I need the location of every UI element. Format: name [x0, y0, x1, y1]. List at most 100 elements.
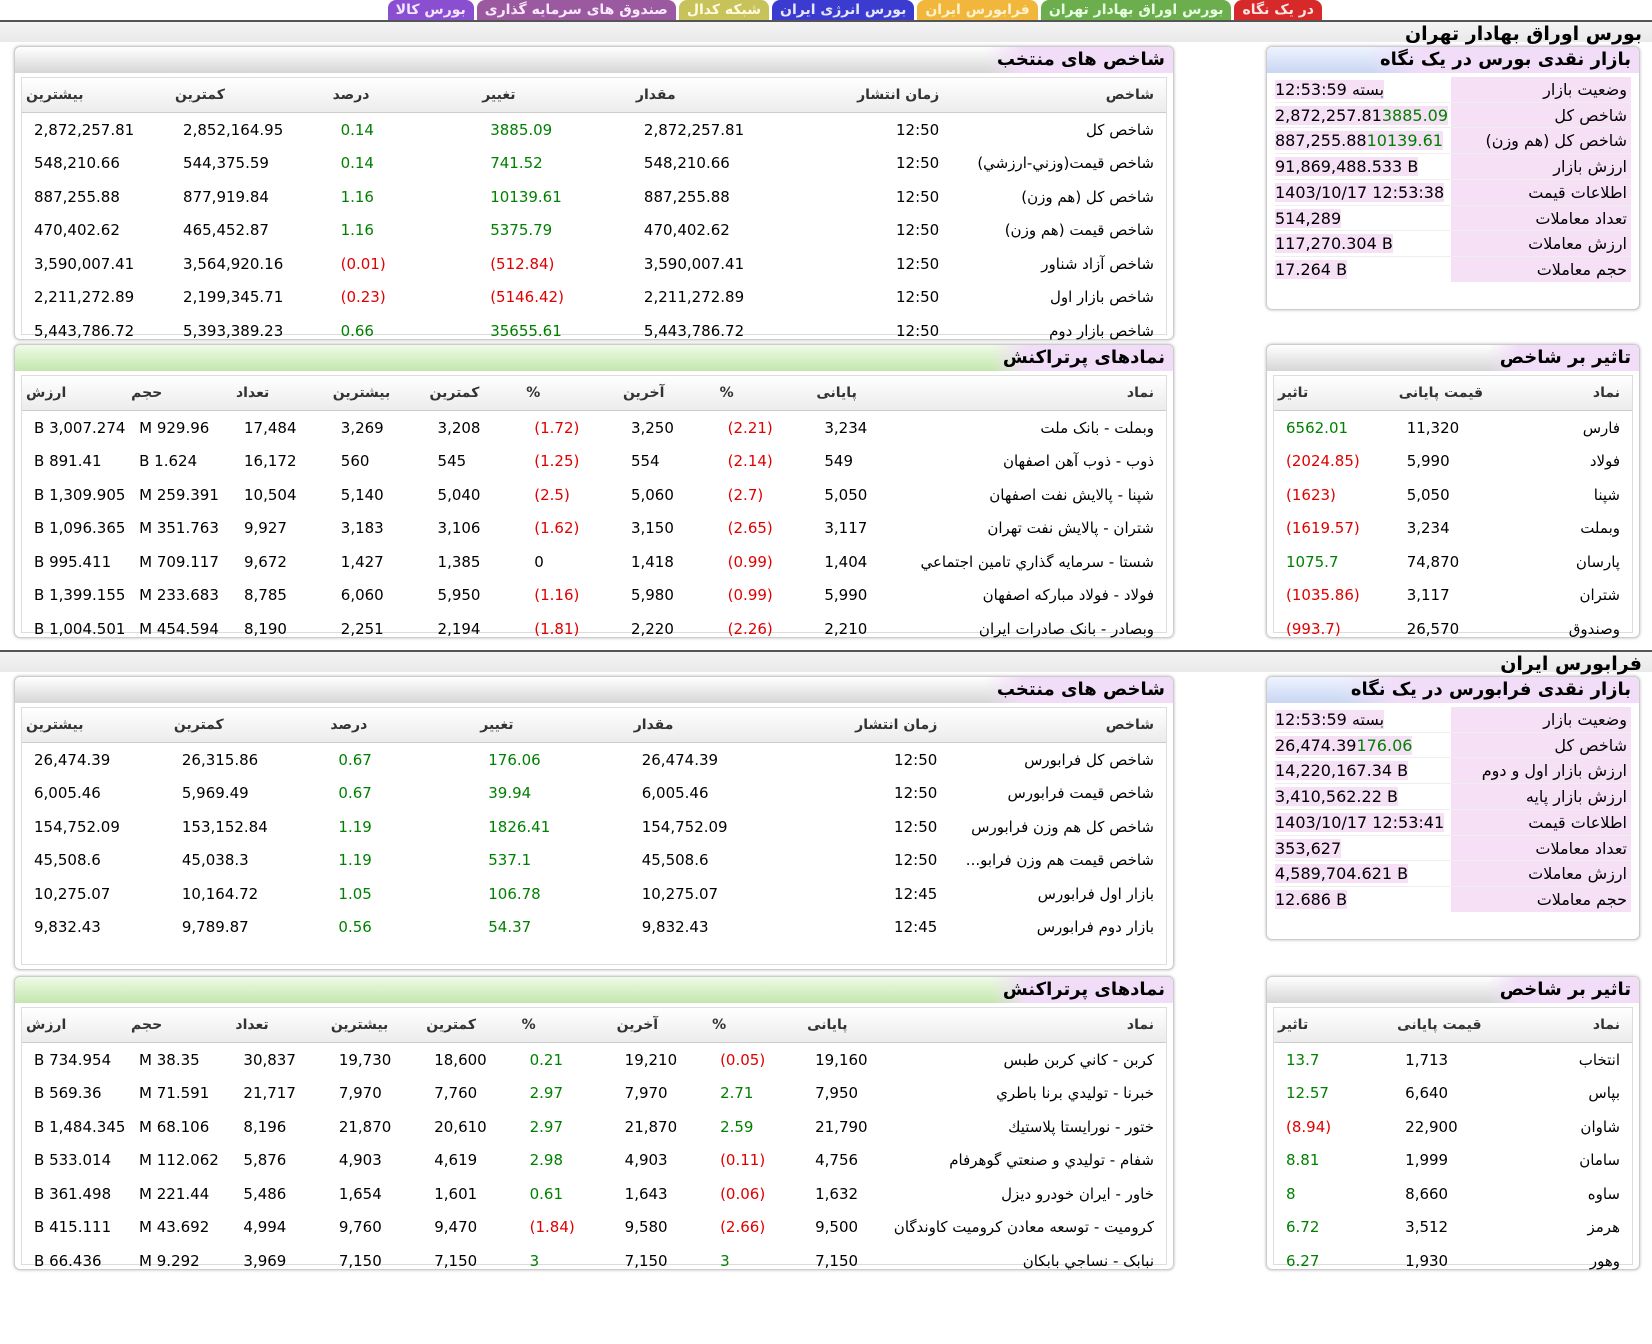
tse-impact-symbol[interactable]: فولاد	[1589, 452, 1620, 471]
tse-indices-col-1[interactable]: زمان انتشار	[789, 78, 952, 113]
tse-active-col-6[interactable]: بیشترین	[328, 376, 426, 411]
ifb-active-col-2[interactable]: %	[708, 1008, 804, 1043]
ifb-impact-row[interactable]: شاوان 22,900 (8.94)	[1274, 1110, 1632, 1144]
ifb-active-col-7[interactable]: تعداد	[231, 1008, 327, 1043]
tse-impact-col-0[interactable]: نماد	[1515, 376, 1632, 411]
ifb-index-row[interactable]: شاخص قیمت فرابورس 12:50 6,005.46 39.94 0.67 5…	[22, 777, 1166, 811]
tse-impact-symbol[interactable]: فارس	[1582, 418, 1620, 437]
ifb-active-col-4[interactable]: %	[517, 1008, 613, 1043]
tse-active-col-4[interactable]: %	[522, 376, 619, 411]
ifb-active-col-0[interactable]: نماد	[892, 1008, 1166, 1043]
ifb-indices-col-1[interactable]: زمان انتشار	[786, 708, 950, 743]
tse-active-col-9[interactable]: ارزش	[22, 376, 128, 411]
tse-active-col-3[interactable]: آخرین	[618, 376, 716, 411]
tse-impact-row[interactable]: شپنا 5,050 (1623)	[1274, 478, 1632, 512]
tse-index-row[interactable]: شاخص بازار دوم 12:50 5,443,786.72 35655.61 0…	[22, 314, 1166, 348]
ifb-impact-row[interactable]: ساوه 8,660 8	[1274, 1177, 1632, 1211]
ifb-active-sym[interactable]: خبرنا - توليدي برنا باطري	[996, 1084, 1154, 1103]
ifb-active-sym[interactable]: شفام - توليدي و صنعتي گوهرفام	[949, 1151, 1154, 1170]
ifb-impact-symbol[interactable]: بپاس	[1588, 1084, 1620, 1103]
ifb-index-row[interactable]: شاخص کل هم وزن فرابورس 12:50 154,752.09 182…	[22, 810, 1166, 844]
ifb-impact-symbol[interactable]: وهور	[1589, 1251, 1620, 1270]
tse-indices-col-2[interactable]: مقدار	[631, 78, 790, 113]
tse-active-sym[interactable]: شستا - سرمايه گذاري تامين اجتماعي	[920, 552, 1154, 571]
tse-impact-symbol[interactable]: پارسان	[1575, 552, 1620, 571]
ifb-impact-symbol[interactable]: شاوان	[1580, 1117, 1620, 1136]
tse-impact-symbol[interactable]: شتران	[1579, 586, 1620, 605]
ifb-impact-col-1[interactable]: قیمت پایانی	[1393, 1008, 1516, 1043]
tse-impact-row[interactable]: فارس 11,320 6562.01	[1274, 411, 1632, 445]
tse-active-col-2[interactable]: %	[715, 376, 813, 411]
ifb-active-col-6[interactable]: بیشترین	[326, 1008, 423, 1043]
tse-impact-row[interactable]: شتران 3,117 (1035.86)	[1274, 579, 1632, 613]
ifb-active-row[interactable]: خبرنا - توليدي برنا باطري 7,950 2.71 7,970 2…	[22, 1077, 1166, 1111]
ifb-indices-col-5[interactable]: کمترین	[169, 708, 327, 743]
ifb-impact-symbol[interactable]: سامان	[1579, 1151, 1620, 1170]
tse-active-sym[interactable]: شتران - پالايش نفت تهران	[987, 519, 1154, 538]
tse-active-row[interactable]: شپنا - پالايش نفت اصفهان 5,050 (2.7) 5,060 (…	[22, 478, 1166, 512]
tse-impact-row[interactable]: پارسان 74,870 1075.7	[1274, 545, 1632, 579]
ifb-active-row[interactable]: ختور - نورايستا پلاستيك 21,790 2.59 21,870 2…	[22, 1110, 1166, 1144]
ifb-indices-col-0[interactable]: شاخص	[949, 708, 1166, 743]
tse-indices-col-0[interactable]: شاخص	[951, 78, 1166, 113]
ifb-impact-col-2[interactable]: تاثیر	[1274, 1008, 1394, 1043]
ifb-index-row[interactable]: بازار دوم فرابورس 12:45 9,832.43 54.37 0.56 9…	[22, 911, 1166, 945]
tse-active-row[interactable]: شستا - سرمايه گذاري تامين اجتماعي 1,404 (0…	[22, 545, 1166, 579]
tab-4[interactable]: شبکه کدال	[678, 0, 769, 20]
tse-active-col-0[interactable]: نماد	[903, 376, 1166, 411]
tab-3[interactable]: بورس انرژی ایران	[772, 0, 915, 20]
tse-index-row[interactable]: شاخص آزاد شناور 12:50 3,590,007.41 (512.84)…	[22, 247, 1166, 281]
ifb-indices-col-2[interactable]: مقدار	[629, 708, 787, 743]
ifb-impact-row[interactable]: وهور 1,930 6.27	[1274, 1244, 1632, 1278]
ifb-active-col-9[interactable]: ارزش	[22, 1008, 128, 1043]
tse-indices-col-4[interactable]: درصد	[328, 78, 479, 113]
ifb-index-row[interactable]: شاخص كل فرابورس 12:50 26,474.39 176.06 0.67 2…	[22, 743, 1166, 777]
ifb-active-row[interactable]: نبابک - نساجي بابكان 7,150 3 7,150 3 7,150 7,1…	[22, 1244, 1166, 1278]
ifb-active-col-8[interactable]: حجم	[127, 1008, 232, 1043]
ifb-impact-col-0[interactable]: نماد	[1515, 1008, 1632, 1043]
tse-active-col-5[interactable]: کمترین	[425, 376, 523, 411]
ifb-index-row[interactable]: بازار اول فرابورس 12:45 10,275.07 106.78 1.0…	[22, 877, 1166, 911]
tse-index-row[interactable]: شاخص قیمت (هم وزن) 12:50 470,402.62 5375.79…	[22, 214, 1166, 248]
ifb-impact-symbol[interactable]: هرمز	[1587, 1218, 1621, 1237]
tse-impact-symbol[interactable]: وصندوق	[1568, 619, 1620, 638]
ifb-impact-symbol[interactable]: ساوه	[1587, 1184, 1620, 1203]
ifb-active-sym[interactable]: نبابک - نساجي بابكان	[1022, 1251, 1154, 1270]
ifb-impact-row[interactable]: سامان 1,999 8.81	[1274, 1144, 1632, 1178]
ifb-active-sym[interactable]: ختور - نورايستا پلاستيك	[1008, 1117, 1154, 1136]
tse-indices-col-5[interactable]: کمترین	[171, 78, 329, 113]
tse-active-col-8[interactable]: حجم	[127, 376, 232, 411]
tab-1[interactable]: بورس اوراق بهادار تهران	[1040, 0, 1232, 20]
tse-impact-col-2[interactable]: تاثیر	[1274, 376, 1395, 411]
ifb-active-row[interactable]: کرومیت - توسعه معادن كروميت كاوندگان 9,50…	[22, 1211, 1166, 1245]
tab-0[interactable]: در یک نگاه	[1234, 0, 1322, 20]
tab-6[interactable]: بورس کالا	[387, 0, 474, 20]
ifb-indices-col-3[interactable]: تغییر	[476, 708, 630, 743]
tse-active-col-7[interactable]: تعداد	[232, 376, 329, 411]
ifb-active-col-1[interactable]: پایانی	[803, 1008, 893, 1043]
ifb-active-sym[interactable]: خاور - ايران خودرو ديزل	[1001, 1184, 1154, 1203]
tse-impact-row[interactable]: وصندوق 26,570 (993.7)	[1274, 612, 1632, 646]
tse-active-row[interactable]: شتران - پالايش نفت تهران 3,117 (2.65) 3,150…	[22, 512, 1166, 546]
ifb-active-sym[interactable]: کرومیت - توسعه معادن كروميت كاوندگان	[893, 1218, 1154, 1237]
ifb-active-row[interactable]: شفام - توليدي و صنعتي گوهرفام 4,756 (0.11)…	[22, 1144, 1166, 1178]
ifb-active-row[interactable]: کربن - كاني كربن طبس 19,160 (0.05) 19,210 0.…	[22, 1043, 1166, 1077]
tse-indices-col-6[interactable]: بیشترین	[22, 78, 172, 113]
ifb-impact-symbol[interactable]: انتخاب	[1578, 1050, 1620, 1069]
tse-active-row[interactable]: فولاد - فولاد مباركه اصفهان 5,990 (0.99) 5,…	[22, 579, 1166, 613]
tse-active-sym[interactable]: ذوب - ذوب آهن اصفهان	[1002, 452, 1154, 471]
ifb-impact-row[interactable]: بپاس 6,640 12.57	[1274, 1077, 1632, 1111]
ifb-active-col-5[interactable]: کمترین	[422, 1008, 518, 1043]
ifb-active-row[interactable]: خاور - ايران خودرو ديزل 1,632 (0.06) 1,643 0…	[22, 1177, 1166, 1211]
tse-active-col-1[interactable]: پایانی	[812, 376, 904, 411]
ifb-indices-col-4[interactable]: درصد	[326, 708, 477, 743]
ifb-impact-row[interactable]: هرمز 3,512 6.72	[1274, 1211, 1632, 1245]
tse-active-row[interactable]: ذوب - ذوب آهن اصفهان 549 (2.14) 554 (1.25) 54…	[22, 445, 1166, 479]
tse-active-row[interactable]: وبصادر - بانک صادرات ايران 2,210 (2.26) 2,2…	[22, 612, 1166, 646]
ifb-active-sym[interactable]: کربن - كاني كربن طبس	[1003, 1050, 1154, 1069]
tse-active-sym[interactable]: فولاد - فولاد مباركه اصفهان	[982, 586, 1154, 605]
tse-index-row[interactable]: شاخص بازار اول 12:50 2,211,272.89 (5146.42)…	[22, 281, 1166, 315]
tse-index-row[interactable]: شاخص کل 12:50 2,872,257.81 3885.09 0.14 2,852…	[22, 113, 1166, 147]
tse-active-sym[interactable]: شپنا - پالايش نفت اصفهان	[989, 485, 1154, 504]
ifb-impact-row[interactable]: انتخاب 1,713 13.7	[1274, 1043, 1632, 1077]
